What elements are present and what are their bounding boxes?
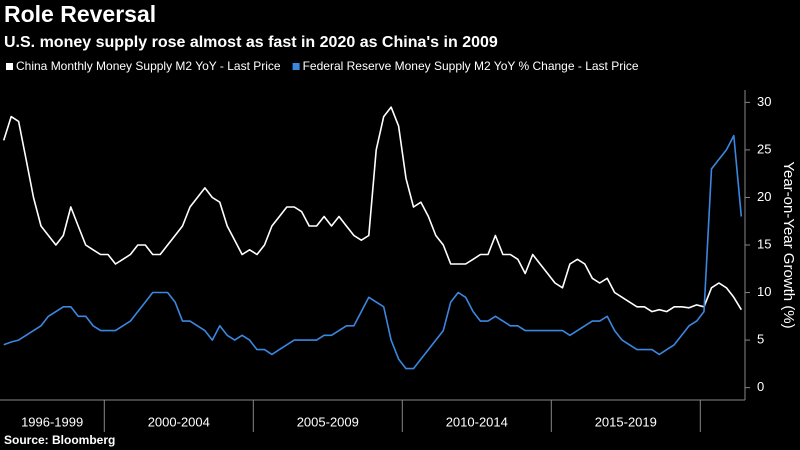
x-tick-label: 2000-2004	[148, 414, 210, 429]
legend-label: China Monthly Money Supply M2 YoY - Last…	[16, 59, 281, 73]
y-tick-label: 15	[757, 236, 771, 251]
legend-swatch	[6, 63, 13, 70]
y-tick-label: 30	[757, 94, 771, 109]
y-tick-label: 20	[757, 189, 771, 204]
y-tick-label: 25	[757, 141, 771, 156]
y-tick-label: 10	[757, 284, 771, 299]
y-tick-label: 5	[757, 332, 764, 347]
legend-label: Federal Reserve Money Supply M2 YoY % Ch…	[303, 59, 639, 73]
chart-title: Role Reversal	[4, 1, 156, 27]
y-axis-label: Year-on-Year Growth (%)	[780, 161, 797, 328]
source: Source: Bloomberg	[4, 433, 115, 447]
x-tick-label: 2010-2014	[446, 414, 508, 429]
chart-subtitle: U.S. money supply rose almost as fast in…	[4, 34, 498, 51]
legend-swatch	[292, 63, 300, 70]
series-line	[2, 106, 742, 313]
series-line	[3, 134, 743, 370]
x-tick-label: 2005-2009	[297, 414, 359, 429]
x-tick-label: 2015-2019	[595, 414, 657, 429]
y-tick-label: 0	[757, 379, 764, 394]
x-tick-label: 1996-1999	[21, 414, 83, 429]
